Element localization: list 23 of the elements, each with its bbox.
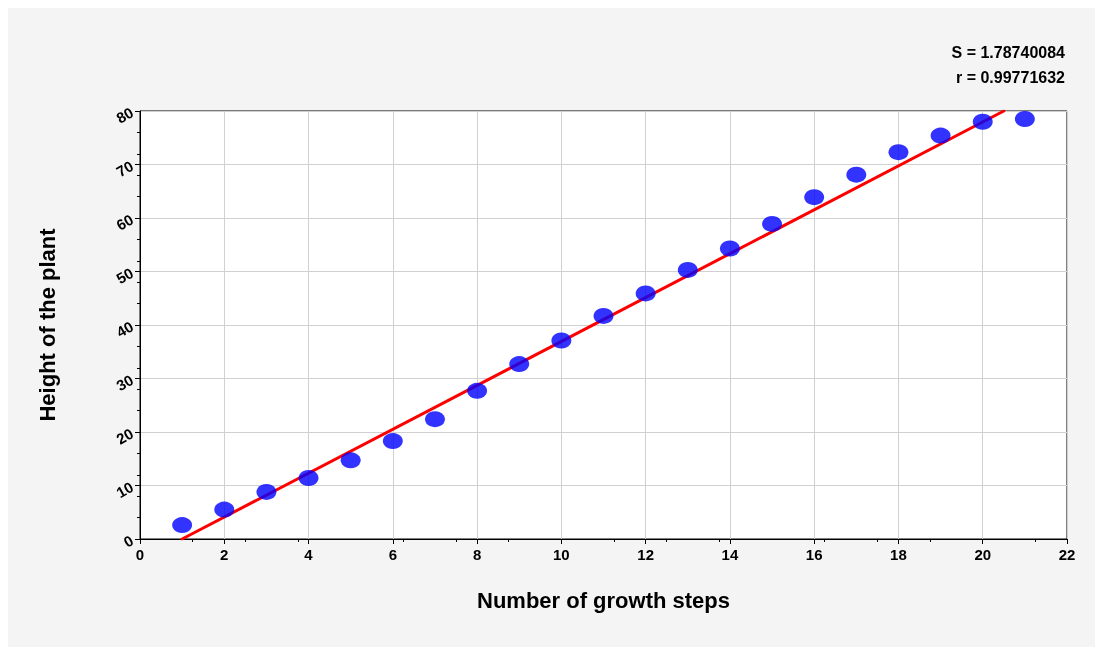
y-tick-label: 70 (113, 157, 137, 181)
x-tick-label: 8 (472, 546, 482, 563)
x-tick-label: 20 (974, 546, 992, 563)
x-tick-label: 10 (553, 546, 570, 563)
x-axis-title: Number of growth steps (476, 587, 731, 613)
y-tick-label: 30 (113, 371, 137, 395)
y-tick-label: 60 (113, 210, 137, 234)
x-tick-label: 16 (805, 546, 823, 563)
text: r = 0.99771632 (956, 68, 1066, 86)
y-tick-label: 80 (113, 103, 137, 127)
y-tick-label: 10 (113, 478, 137, 502)
x-tick-label: 4 (304, 546, 314, 563)
y-tick-label: 20 (113, 424, 137, 448)
x-tick-label: 14 (721, 546, 739, 563)
y-tick-label: 40 (113, 317, 137, 341)
x-tick-label: 6 (388, 546, 397, 563)
x-tick-label: 22 (1058, 546, 1076, 563)
x-tick-label: 12 (637, 546, 654, 563)
text: S = 1.78740084 (951, 43, 1066, 61)
x-tick-label: 2 (220, 546, 229, 563)
y-axis-title: Height of the plant (34, 227, 60, 422)
x-tick-label: 18 (890, 546, 907, 563)
y-tick-label: 50 (113, 264, 137, 288)
